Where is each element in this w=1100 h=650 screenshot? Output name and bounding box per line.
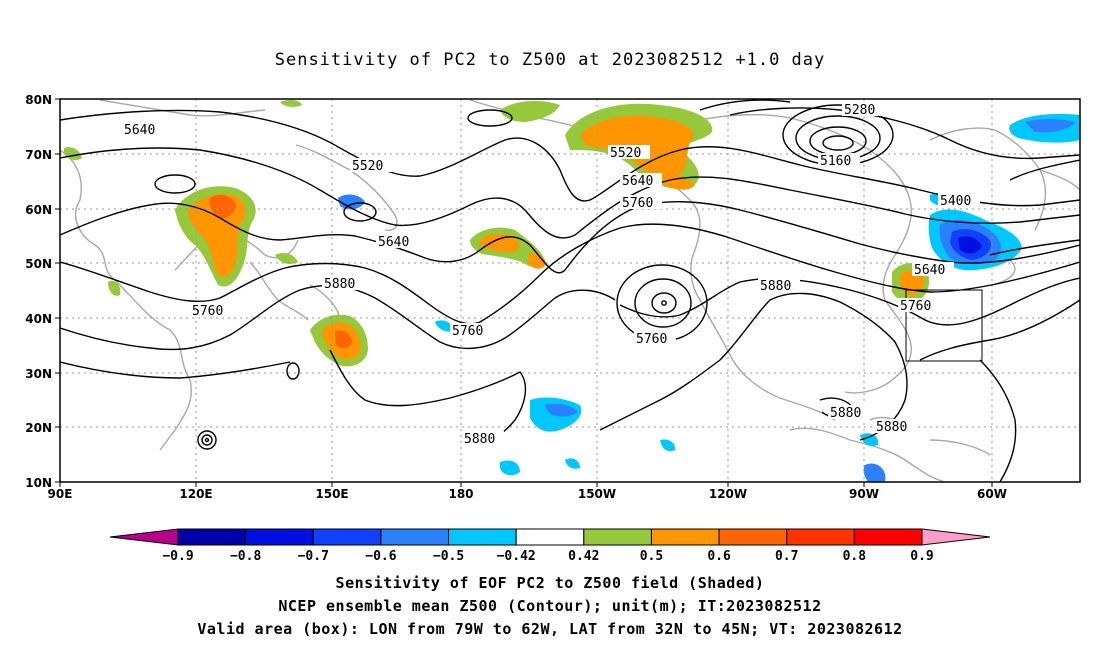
longitude-labels: 90E 120E 150E 180 150W 120W 90W 60W [48, 487, 1007, 501]
colorbar-max-triangle [921, 528, 991, 546]
colorbar-box [448, 528, 517, 546]
shading-negative [338, 113, 1080, 482]
colorbar-box [380, 528, 450, 546]
lon-label: 120E [179, 487, 212, 501]
latitude-labels: 80N 70N 60N 50N 40N 30N 20N 10N [25, 93, 52, 490]
contour-label: 5640 [378, 235, 409, 250]
caption-line-1: Sensitivity of EOF PC2 to Z500 field (Sh… [335, 574, 765, 592]
colorbar-tick-label: 0.9 [910, 549, 933, 564]
valid-area-box [905, 289, 983, 362]
colorbar-box [786, 528, 855, 546]
contour-label: 5400 [940, 194, 971, 209]
colorbar-tick-label: −0.6 [365, 549, 396, 564]
axis-ticks [55, 98, 993, 487]
colorbar-tick-label: 0.8 [843, 549, 867, 564]
map-title: Sensitivity of PC2 to Z500 at 2023082512… [274, 50, 826, 70]
lon-label: 150E [315, 487, 348, 501]
contour-label: 5880 [876, 420, 907, 435]
colorbar-tick-label: 0.7 [775, 549, 798, 564]
colorbar-box [177, 528, 247, 546]
lon-label: 90E [48, 487, 73, 501]
caption-line-2: NCEP ensemble mean Z500 (Contour); unit(… [278, 597, 822, 615]
lat-label: 40N [25, 312, 52, 326]
colorbar-tick-label: −0.8 [230, 549, 261, 564]
lat-label: 70N [25, 148, 52, 162]
colorbar-tick-label: −0.7 [298, 549, 329, 564]
lon-label: 90W [849, 487, 879, 501]
contour-label: 5640 [124, 123, 155, 138]
colorbar-tick-label: −0.42 [497, 549, 536, 564]
map-frame [59, 98, 1081, 483]
contour-label: 5280 [844, 103, 875, 118]
contour-label: 5640 [622, 174, 653, 189]
lat-label: 50N [25, 257, 52, 271]
colorbar-box [718, 528, 788, 546]
lat-label: 20N [25, 421, 52, 435]
colorbar-tick-label: 0.6 [707, 549, 731, 564]
colorbar-box [650, 528, 720, 546]
contour-label: 5880 [464, 432, 495, 447]
colorbar-box [312, 528, 382, 546]
contour-label: 5880 [830, 406, 861, 421]
lon-label: 60W [977, 487, 1007, 501]
colorbar-min-triangle [109, 528, 179, 546]
contour-label: 5160 [820, 154, 851, 169]
colorbar-tick-label: 0.5 [640, 549, 663, 564]
contour-label: 5640 [914, 263, 945, 278]
colorbar-box [583, 528, 652, 546]
colorbar-box [515, 528, 585, 546]
lat-label: 30N [25, 367, 52, 381]
colorbar-tick-label: 0.42 [568, 549, 599, 564]
lon-label: 150W [578, 487, 616, 501]
colorbar: −0.9 −0.8 −0.7 −0.6 −0.5 −0.42 0.42 0.5 0.6 0.7 0.… [109, 528, 991, 564]
lat-label: 60N [25, 203, 52, 217]
contour-label: 5760 [900, 299, 931, 314]
colorbar-box [853, 528, 923, 546]
colorbar-tick-label: −0.9 [162, 549, 193, 564]
colorbar-tick-label: −0.5 [433, 549, 464, 564]
contour-label: 5880 [324, 277, 355, 292]
colorbar-box [245, 528, 314, 546]
contour-label: 5520 [610, 146, 641, 161]
lon-label: 180 [448, 487, 473, 501]
lat-label: 10N [25, 476, 52, 490]
lon-label: 120W [709, 487, 747, 501]
contour-label: 5520 [352, 159, 383, 174]
contour-label: 5760 [636, 332, 667, 347]
contour-labels: 5640 5520 5640 5760 5880 5760 5520 5640 … [122, 102, 980, 447]
contour-label: 5760 [622, 196, 653, 211]
caption-line-3: Valid area (box): LON from 79W to 62W, L… [197, 620, 903, 638]
contour-label: 5880 [760, 279, 791, 294]
contour-label: 5760 [192, 304, 223, 319]
contour-label: 5760 [452, 324, 483, 339]
lat-label: 80N [25, 93, 52, 107]
